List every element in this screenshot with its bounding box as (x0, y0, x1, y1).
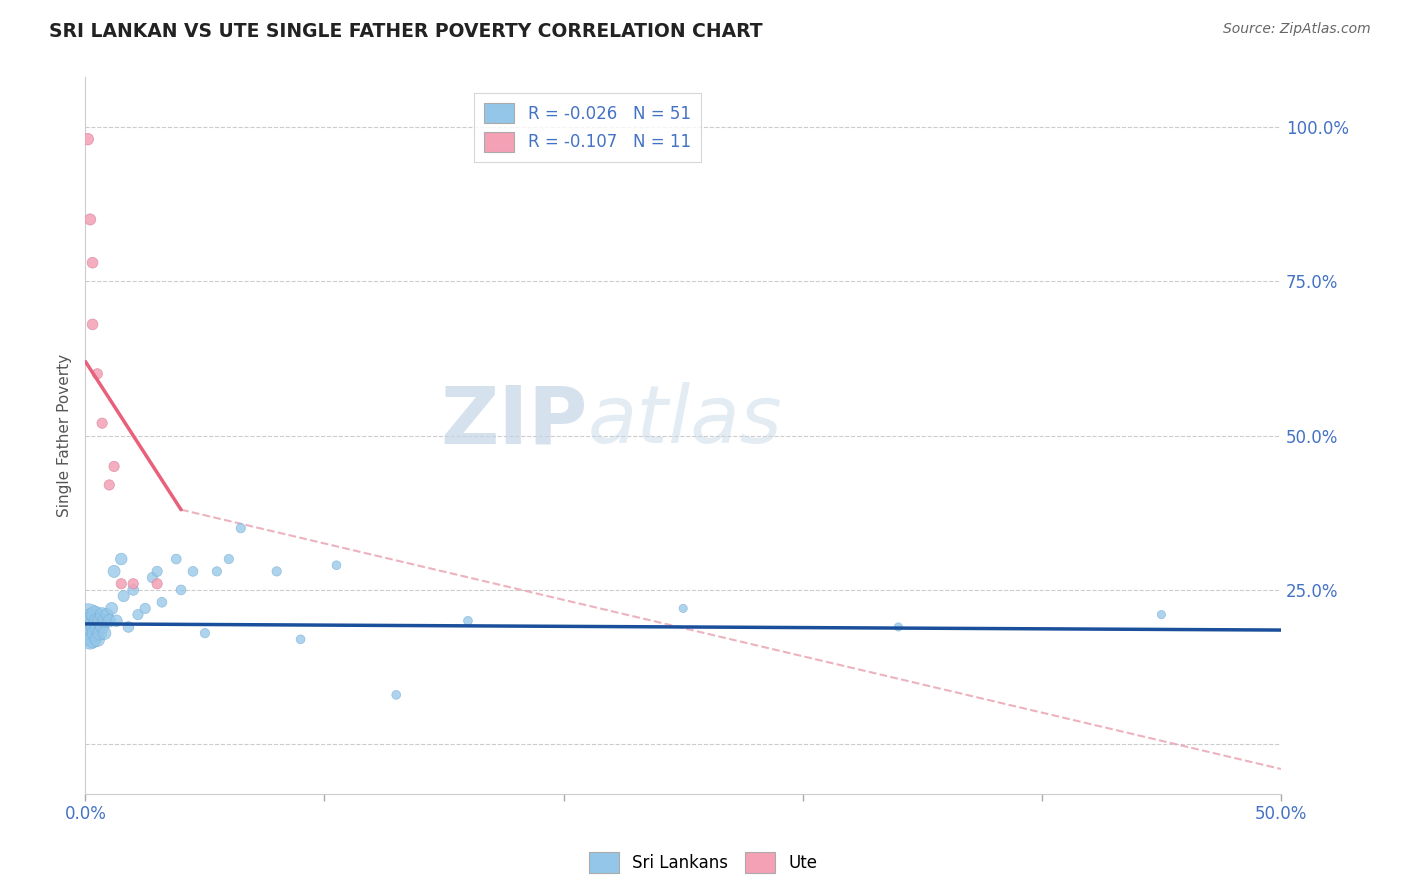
Point (82, 626, 104, 640)
Point (122, 582, 145, 597)
Point (93, 626, 115, 640)
Point (98, 478, 121, 492)
Point (79, 620, 101, 634)
Point (96, 607, 118, 622)
Point (117, 620, 139, 634)
Point (93, 614, 115, 628)
Legend: Sri Lankans, Ute: Sri Lankans, Ute (582, 846, 824, 880)
Point (146, 565, 169, 579)
Point (86, 367, 108, 381)
Point (89, 614, 111, 628)
Point (457, 614, 479, 628)
Text: SRI LANKAN VS UTE SINGLE FATHER POVERTY CORRELATION CHART: SRI LANKAN VS UTE SINGLE FATHER POVERTY … (49, 22, 763, 41)
Point (122, 576, 145, 591)
Point (84, 626, 107, 640)
Point (82, 614, 104, 628)
Point (887, 620, 910, 634)
Point (141, 570, 163, 584)
Point (91, 620, 114, 634)
Point (218, 552, 240, 566)
Point (105, 614, 128, 628)
Point (325, 558, 347, 573)
Point (89, 626, 111, 640)
Point (76, 132, 98, 146)
Point (82, 620, 104, 634)
Point (205, 565, 228, 579)
Point (170, 582, 193, 597)
Point (103, 565, 125, 579)
Point (82, 632, 104, 647)
Point (103, 459, 125, 474)
Point (229, 521, 252, 535)
Point (82, 318, 104, 332)
Point (110, 576, 132, 591)
Point (112, 589, 135, 603)
Point (194, 626, 217, 640)
Text: atlas: atlas (588, 383, 782, 460)
Y-axis label: Single Father Poverty: Single Father Poverty (58, 354, 72, 517)
Point (84, 607, 107, 622)
Point (76, 614, 98, 628)
Point (146, 576, 169, 591)
Point (84, 620, 107, 634)
Point (86, 614, 108, 628)
Point (79, 212, 101, 227)
Point (385, 688, 408, 702)
Point (76, 620, 98, 634)
Point (110, 552, 132, 566)
Point (91, 416, 114, 430)
Point (181, 565, 204, 579)
Point (86, 632, 108, 647)
Point (1150, 607, 1173, 622)
Point (134, 601, 156, 615)
Point (76, 626, 98, 640)
Text: Source: ZipAtlas.com: Source: ZipAtlas.com (1223, 22, 1371, 37)
Point (86, 620, 108, 634)
Point (127, 607, 149, 622)
Point (290, 632, 312, 647)
Point (150, 595, 173, 609)
Point (672, 601, 695, 615)
Point (266, 565, 288, 579)
Point (91, 607, 114, 622)
Legend: R = -0.026   N = 51, R = -0.107   N = 11: R = -0.026 N = 51, R = -0.107 N = 11 (474, 93, 700, 162)
Point (82, 255, 104, 269)
Point (165, 552, 187, 566)
Point (98, 614, 121, 628)
Point (100, 601, 122, 615)
Point (79, 632, 101, 647)
Text: ZIP: ZIP (440, 383, 588, 460)
Point (79, 614, 101, 628)
